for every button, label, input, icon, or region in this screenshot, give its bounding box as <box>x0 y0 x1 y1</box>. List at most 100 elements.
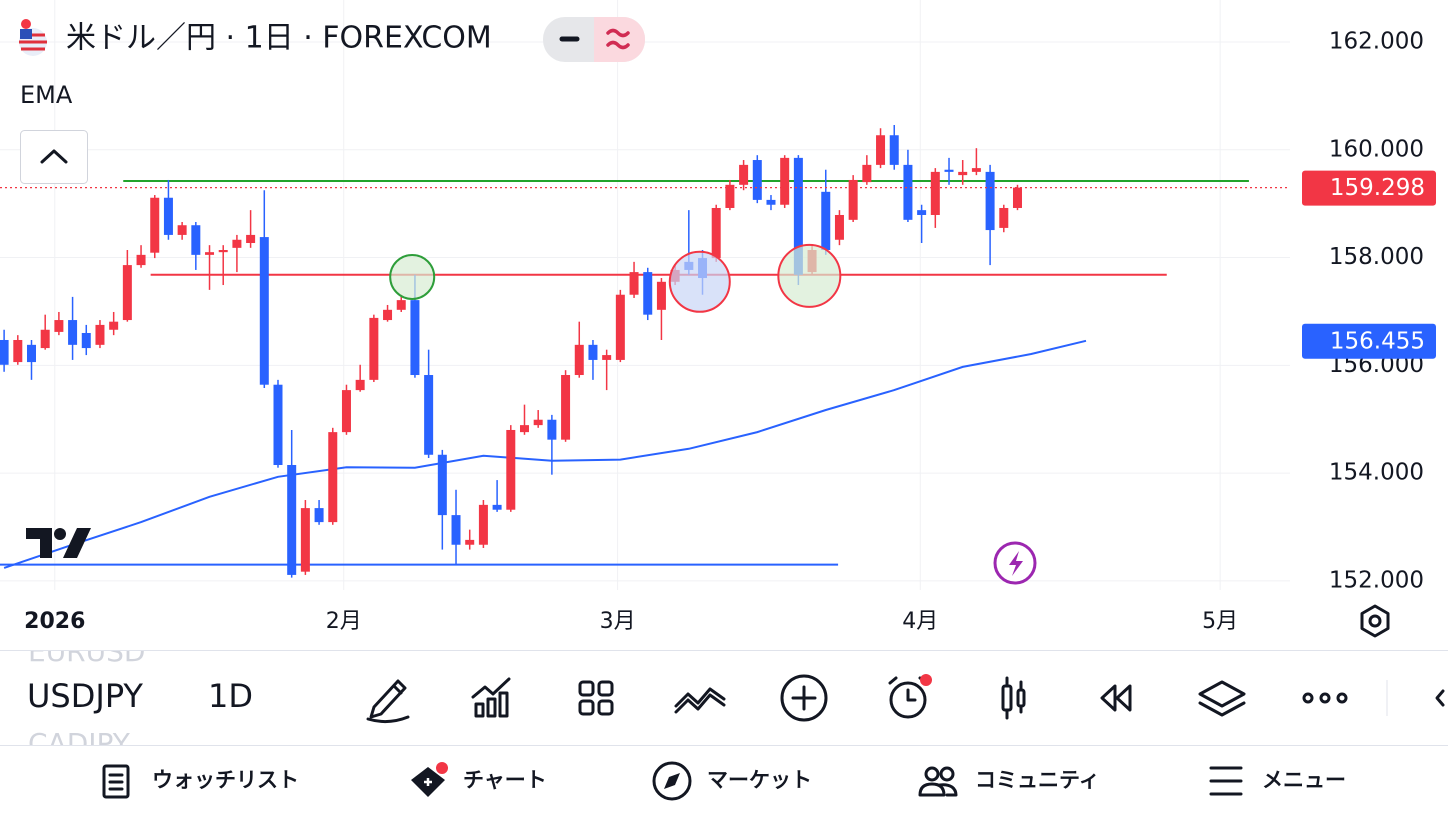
tradingview-logo <box>26 528 91 558</box>
candle-body <box>369 317 379 380</box>
candle-body <box>862 164 872 183</box>
candle-body <box>739 164 749 185</box>
candle-body <box>903 164 913 220</box>
candle-body <box>985 171 995 231</box>
candle-body <box>328 432 338 523</box>
candle-body <box>383 309 393 321</box>
candle-body <box>711 207 721 259</box>
replay-tool[interactable] <box>1100 684 1132 712</box>
layers-tool[interactable] <box>1198 680 1246 717</box>
x-tick-label: 2月 <box>326 609 362 634</box>
nav-chart[interactable]: チャート <box>411 762 547 797</box>
candle-body <box>519 425 529 433</box>
candle-body <box>944 169 954 172</box>
candle-body <box>752 160 762 200</box>
draw-tool[interactable] <box>366 679 410 724</box>
collapse-button[interactable] <box>20 130 88 184</box>
candle-body <box>999 207 1009 228</box>
candle-body <box>629 272 639 295</box>
candle-body <box>793 157 803 275</box>
nav-community[interactable] <box>918 766 958 797</box>
candle-body <box>40 329 50 349</box>
next-symbol[interactable]: CADJPY <box>28 727 131 760</box>
candle-body <box>451 515 461 545</box>
candle-body <box>246 234 256 244</box>
layout-tool[interactable] <box>578 680 614 716</box>
candle-body <box>602 355 612 360</box>
candle-body <box>314 508 324 523</box>
symbol-picker[interactable]: EURUSD CADJPY <box>28 635 145 760</box>
candle-body <box>136 254 146 266</box>
interval[interactable]: 1D <box>208 677 253 715</box>
plot-area <box>0 125 1290 578</box>
candle-body <box>725 184 735 208</box>
settings-button[interactable] <box>1360 604 1390 638</box>
ema-label: 156.455 <box>1330 328 1425 354</box>
alert-lightning[interactable] <box>993 541 1037 585</box>
y-tick-label: 154.000 <box>1329 460 1424 486</box>
candle-body <box>848 179 858 220</box>
nav-label[interactable]: マーケット <box>707 768 812 792</box>
candle-body <box>492 504 502 510</box>
x-tick-label: 3月 <box>600 609 636 634</box>
status-pill[interactable] <box>543 17 646 62</box>
axes: 152.000154.000156.000158.000160.000162.0… <box>24 29 1436 634</box>
more-tool[interactable] <box>1302 692 1348 704</box>
candle-body <box>766 199 776 205</box>
compare-tool[interactable] <box>674 687 726 714</box>
circle-drawing <box>668 250 731 313</box>
candle-body <box>533 419 543 426</box>
y-tick-label: 162.000 <box>1329 29 1424 55</box>
indicator-label[interactable]: EMA <box>20 81 73 109</box>
candle-body <box>273 384 283 465</box>
y-tick-label: 160.000 <box>1329 136 1424 162</box>
price-label-box <box>1302 170 1436 206</box>
candle-body <box>1012 187 1022 208</box>
candle-body <box>574 344 584 376</box>
nav-label[interactable]: メニュー <box>1262 768 1346 792</box>
nav-menu[interactable]: メニュー <box>1209 766 1346 796</box>
candle-body <box>780 157 790 205</box>
candle-body <box>561 375 571 440</box>
x-tick-label: 4月 <box>902 609 938 634</box>
candle-body <box>205 252 215 255</box>
scroll-left[interactable] <box>1435 689 1445 707</box>
chart-type-tool[interactable] <box>1001 676 1026 720</box>
symbol[interactable]: USDJPY <box>27 677 143 715</box>
candle-body <box>218 250 228 253</box>
candle-body <box>834 214 844 240</box>
candle-body <box>478 504 488 545</box>
x-tick-label: 2026 <box>24 609 85 634</box>
alert-tool[interactable] <box>888 674 932 719</box>
candle-body <box>259 237 269 385</box>
circle-drawing <box>777 243 842 308</box>
add-tool[interactable] <box>780 674 828 722</box>
candle-body <box>150 197 160 253</box>
prev-symbol[interactable]: EURUSD <box>28 635 145 668</box>
candle-body <box>68 320 78 345</box>
candle-body <box>410 300 420 376</box>
candle-body <box>917 210 927 215</box>
nav-label[interactable]: チャート <box>463 768 547 792</box>
candle-body <box>177 225 187 235</box>
candle-body <box>821 191 831 251</box>
x-tick-label: 5月 <box>1202 609 1238 634</box>
candle-body <box>122 265 132 321</box>
indicators-tool[interactable] <box>471 677 511 718</box>
candle-body <box>287 464 297 575</box>
candle-body <box>0 339 9 365</box>
candle-body <box>300 508 310 572</box>
candle-body <box>930 171 940 215</box>
candle-body <box>506 429 516 510</box>
candle-body <box>13 339 23 363</box>
candle-body <box>465 539 475 545</box>
nav-markets[interactable]: マーケット <box>652 761 812 801</box>
nav-watchlist[interactable]: ウォッチリスト <box>102 764 299 799</box>
nav-label[interactable]: ウォッチリスト <box>152 768 299 792</box>
candle-body <box>889 135 899 165</box>
candle-body <box>437 454 447 516</box>
candle-body <box>588 344 598 360</box>
candle-body <box>615 294 625 360</box>
nav-label[interactable]: コミュニティ <box>975 768 1100 792</box>
